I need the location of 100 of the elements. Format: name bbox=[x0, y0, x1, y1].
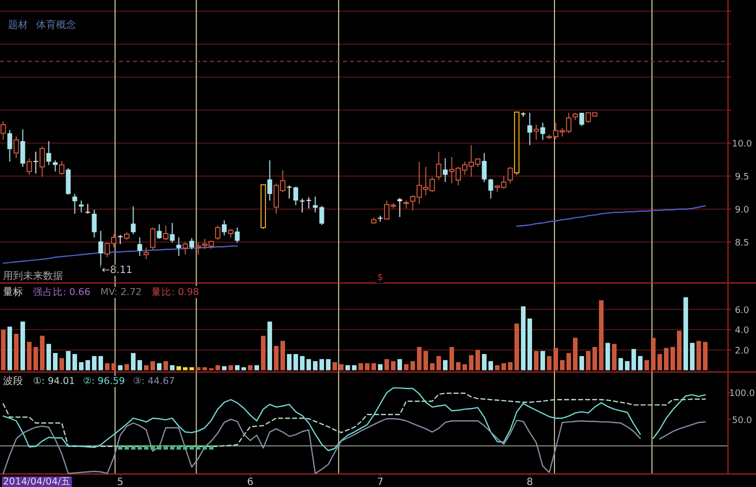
bar bbox=[546, 356, 552, 370]
bar bbox=[494, 365, 500, 370]
y-tick-label: 6.0 bbox=[734, 306, 750, 316]
candlestick bbox=[442, 158, 448, 183]
x-tick-label: 8 bbox=[526, 477, 533, 487]
bar bbox=[514, 324, 520, 370]
candlestick bbox=[46, 140, 52, 166]
candlestick bbox=[20, 128, 26, 168]
candlestick bbox=[144, 246, 149, 260]
candlestick bbox=[137, 236, 142, 256]
bar bbox=[605, 342, 610, 370]
bar bbox=[670, 346, 676, 370]
candlestick bbox=[579, 112, 584, 126]
candlestick bbox=[156, 224, 162, 240]
bar bbox=[137, 360, 142, 370]
y-tick-label: 4.0 bbox=[734, 326, 750, 336]
bar bbox=[540, 350, 546, 370]
candlestick bbox=[176, 236, 182, 256]
y-tick-label: 50.0 bbox=[732, 416, 752, 426]
bar bbox=[442, 360, 448, 370]
bar bbox=[182, 367, 188, 370]
bar bbox=[702, 342, 708, 370]
annotation: MV: 2.72 bbox=[100, 287, 142, 298]
bar bbox=[33, 346, 38, 370]
bar bbox=[274, 346, 279, 370]
annotation: 体育概念 bbox=[36, 19, 76, 31]
bar bbox=[657, 354, 662, 370]
candlestick bbox=[527, 112, 532, 146]
candlestick bbox=[163, 225, 168, 241]
bar bbox=[371, 363, 376, 370]
bar bbox=[222, 366, 227, 370]
bar bbox=[234, 365, 240, 370]
candlestick bbox=[150, 227, 156, 250]
bar bbox=[618, 358, 624, 370]
bar bbox=[631, 348, 636, 370]
y-tick-label: 100.0 bbox=[729, 389, 756, 400]
candlestick bbox=[7, 129, 12, 162]
bar bbox=[156, 363, 162, 370]
candlestick bbox=[300, 198, 305, 213]
candlestick bbox=[170, 222, 175, 244]
bar bbox=[650, 338, 656, 370]
bar bbox=[527, 318, 532, 370]
bar bbox=[345, 365, 350, 370]
candlestick bbox=[14, 136, 19, 159]
bar bbox=[118, 365, 123, 370]
x-tick-label: 5 bbox=[117, 477, 124, 487]
bar bbox=[267, 322, 272, 370]
bar bbox=[572, 338, 578, 370]
bar bbox=[104, 363, 110, 370]
candlestick bbox=[306, 196, 312, 209]
text: ①: 94.01 bbox=[33, 376, 75, 387]
bar bbox=[189, 367, 194, 370]
text: 2014/04/04/五 bbox=[3, 476, 71, 487]
bar bbox=[644, 360, 650, 370]
bar bbox=[624, 361, 630, 370]
bar bbox=[241, 367, 246, 370]
bar bbox=[449, 346, 454, 370]
y-tick-label: 9.0 bbox=[734, 206, 750, 216]
bar bbox=[59, 358, 64, 370]
annotation: $ bbox=[377, 273, 384, 283]
bar bbox=[436, 356, 442, 370]
bar bbox=[300, 356, 305, 370]
annotation: 强占比: 0.66 bbox=[33, 286, 90, 298]
y-tick-label: 8.5 bbox=[734, 238, 750, 249]
bar bbox=[430, 363, 435, 370]
candlestick bbox=[40, 146, 45, 178]
bar bbox=[286, 354, 292, 370]
bar bbox=[124, 364, 130, 370]
bar bbox=[488, 361, 494, 370]
bar bbox=[520, 306, 526, 370]
bar bbox=[592, 346, 598, 370]
bar bbox=[46, 344, 52, 370]
bar bbox=[0, 330, 6, 370]
bar bbox=[280, 340, 286, 370]
bar bbox=[696, 340, 702, 370]
y-tick-label: 9.5 bbox=[734, 172, 750, 183]
chart-title: 波段 bbox=[3, 375, 23, 387]
candlestick bbox=[534, 124, 539, 140]
bar bbox=[397, 359, 402, 370]
candlestick bbox=[130, 206, 136, 235]
bar bbox=[482, 354, 487, 370]
candlestick bbox=[98, 230, 104, 268]
bar bbox=[423, 350, 428, 370]
bar bbox=[676, 330, 682, 370]
x-tick-label: 7 bbox=[377, 477, 384, 487]
bar bbox=[170, 365, 175, 370]
candlestick bbox=[488, 178, 494, 200]
bar bbox=[384, 359, 390, 370]
bar bbox=[72, 354, 78, 370]
bar bbox=[85, 360, 90, 370]
bar bbox=[378, 364, 383, 370]
bar bbox=[468, 355, 474, 370]
bar bbox=[358, 363, 364, 370]
candlestick bbox=[33, 151, 38, 174]
bar bbox=[176, 366, 182, 370]
bar bbox=[306, 359, 312, 370]
bar bbox=[254, 365, 260, 370]
bar bbox=[508, 362, 513, 370]
bar bbox=[26, 342, 32, 370]
candlestick bbox=[118, 234, 123, 245]
